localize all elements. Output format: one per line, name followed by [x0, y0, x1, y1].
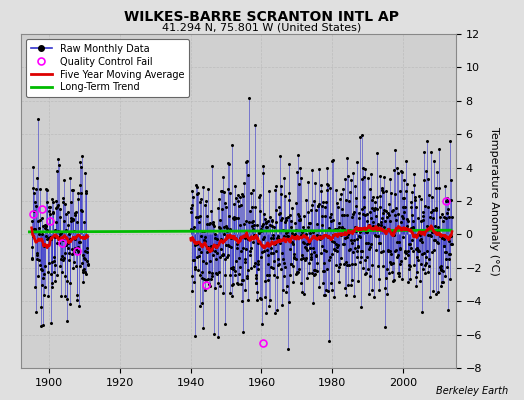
Text: WILKES-BARRE SCRANTON INTL AP: WILKES-BARRE SCRANTON INTL AP [125, 10, 399, 24]
Legend: Raw Monthly Data, Quality Control Fail, Five Year Moving Average, Long-Term Tren: Raw Monthly Data, Quality Control Fail, … [26, 39, 189, 97]
Text: Berkeley Earth: Berkeley Earth [436, 386, 508, 396]
Text: 41.294 N, 75.801 W (United States): 41.294 N, 75.801 W (United States) [162, 22, 362, 32]
Y-axis label: Temperature Anomaly (°C): Temperature Anomaly (°C) [489, 127, 499, 275]
